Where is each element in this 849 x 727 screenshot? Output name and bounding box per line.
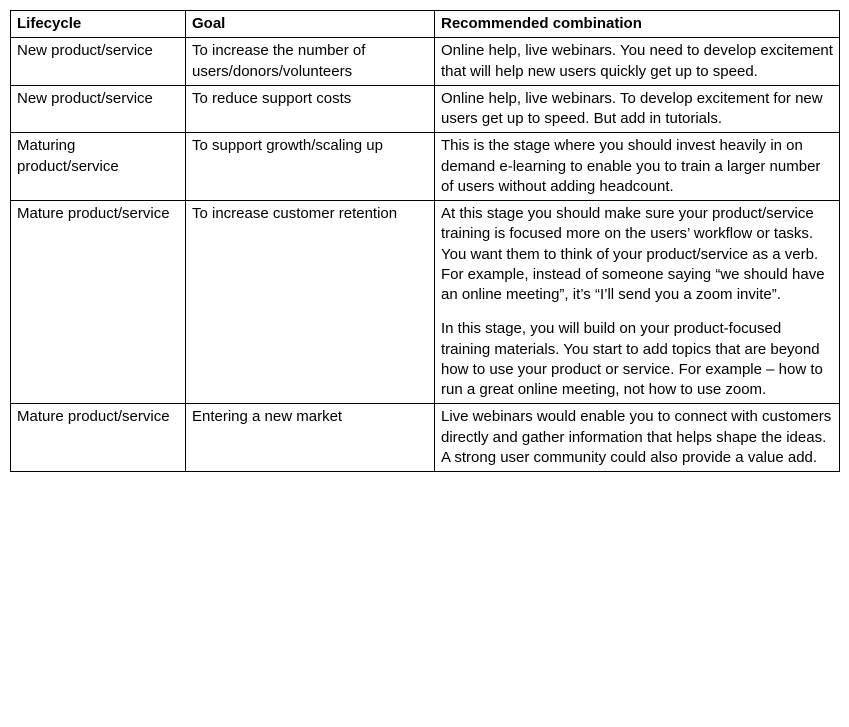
recommendation-paragraph: In this stage, you will build on your pr… — [441, 319, 833, 400]
cell-recommendation: Live webinars would enable you to connec… — [435, 404, 840, 472]
cell-goal: To reduce support costs — [186, 85, 435, 133]
cell-lifecycle: Mature product/service — [11, 404, 186, 472]
lifecycle-table: Lifecycle Goal Recommended combination N… — [10, 10, 840, 472]
table-row: Mature product/service Entering a new ma… — [11, 404, 840, 472]
recommendation-paragraph: At this stage you should make sure your … — [441, 204, 833, 305]
table-row: Mature product/service To increase custo… — [11, 201, 840, 404]
table-row: New product/service To increase the numb… — [11, 38, 840, 86]
table-row: Maturing product/service To support grow… — [11, 133, 840, 201]
table-row: New product/service To reduce support co… — [11, 85, 840, 133]
col-header-recommendation: Recommended combination — [435, 11, 840, 38]
cell-recommendation: Online help, live webinars. To develop e… — [435, 85, 840, 133]
col-header-goal: Goal — [186, 11, 435, 38]
col-header-lifecycle: Lifecycle — [11, 11, 186, 38]
cell-goal: To increase the number of users/donors/v… — [186, 38, 435, 86]
cell-lifecycle: Mature product/service — [11, 201, 186, 404]
cell-goal: Entering a new market — [186, 404, 435, 472]
cell-recommendation: This is the stage where you should inves… — [435, 133, 840, 201]
cell-lifecycle: Maturing product/service — [11, 133, 186, 201]
cell-recommendation: At this stage you should make sure your … — [435, 201, 840, 404]
cell-lifecycle: New product/service — [11, 85, 186, 133]
cell-lifecycle: New product/service — [11, 38, 186, 86]
table-header-row: Lifecycle Goal Recommended combination — [11, 11, 840, 38]
cell-goal: To increase customer retention — [186, 201, 435, 404]
cell-recommendation: Online help, live webinars. You need to … — [435, 38, 840, 86]
cell-goal: To support growth/scaling up — [186, 133, 435, 201]
